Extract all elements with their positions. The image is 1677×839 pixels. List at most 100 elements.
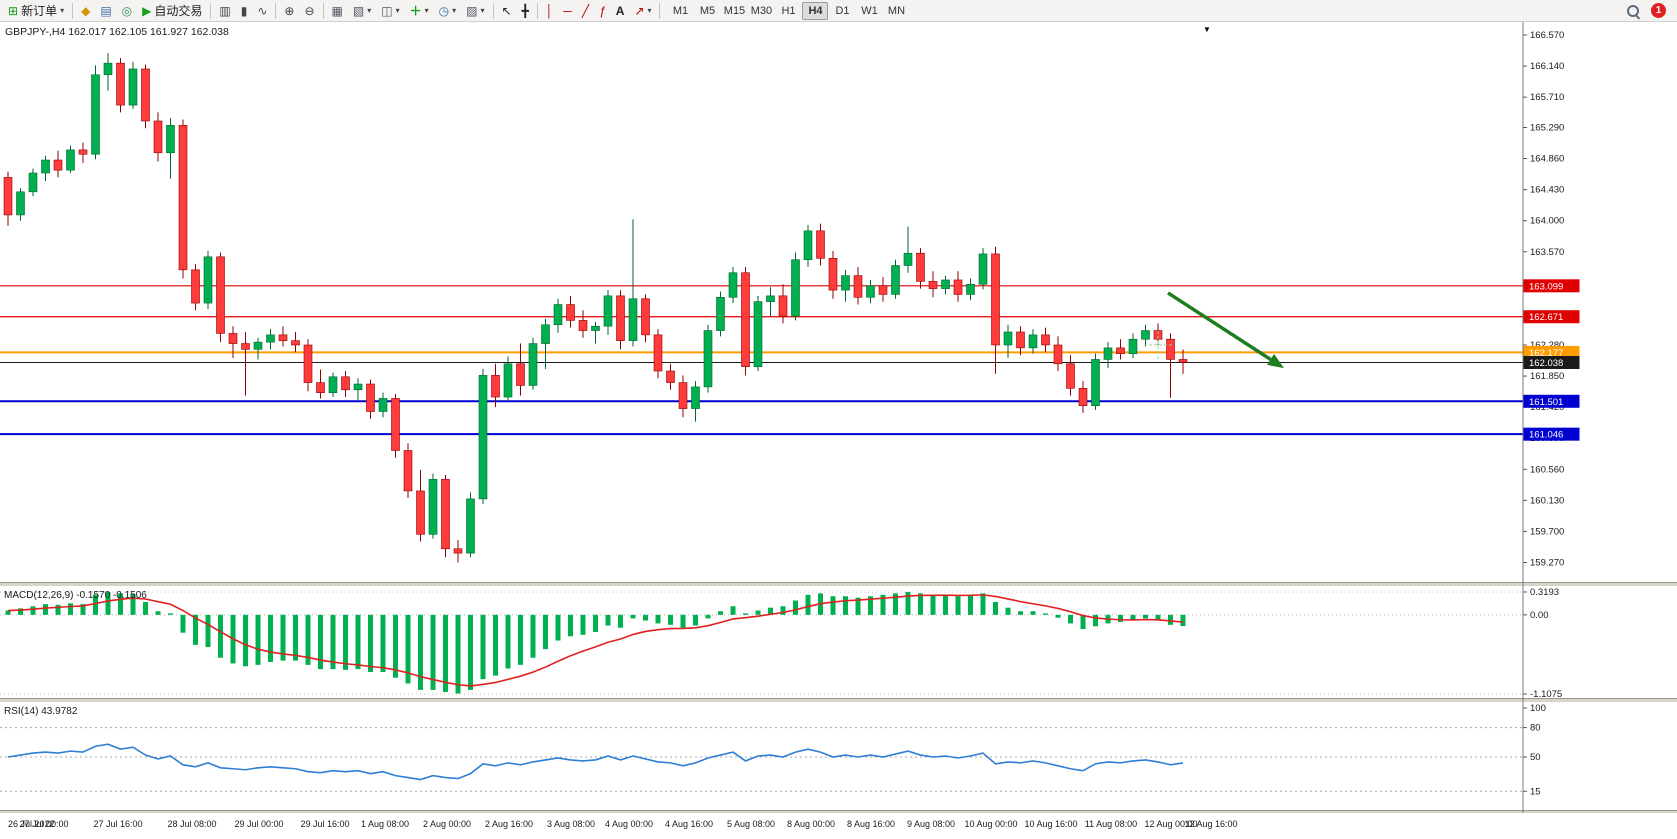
cascade-windows-icon: ▧ bbox=[352, 3, 365, 18]
zoom-in-button[interactable]: ⊕ bbox=[279, 1, 299, 21]
data-window-icon: ▤ bbox=[100, 3, 112, 18]
arrows-tool-button[interactable]: ↗ ▾ bbox=[629, 1, 656, 21]
arrange-windows-icon: ◫ bbox=[381, 3, 393, 18]
tile-windows-button[interactable]: ▦ bbox=[327, 1, 348, 21]
timeframe-d1-button[interactable]: D1 bbox=[829, 2, 855, 20]
auto-trading-button[interactable]: ▶ 自动交易 bbox=[137, 1, 207, 21]
market-watch-button[interactable]: ◆ bbox=[76, 1, 95, 21]
chevron-down-icon: ▾ bbox=[452, 6, 457, 15]
svg-text:80: 80 bbox=[1530, 723, 1541, 734]
main-chart-panel[interactable]: GBPJPY-,H4 162.017 162.105 161.927 162.0… bbox=[0, 25, 1523, 563]
trendline-icon: ╱ bbox=[581, 3, 590, 18]
vertical-line-button[interactable]: │ bbox=[541, 1, 559, 21]
chevron-down-icon: ▾ bbox=[60, 6, 65, 15]
price-badge: 162.038 bbox=[1523, 355, 1580, 369]
templates-icon: ▨ bbox=[466, 3, 478, 18]
timeframe-m1-button[interactable]: M1 bbox=[667, 2, 693, 20]
crosshair-button[interactable]: ╋ bbox=[517, 1, 534, 21]
add-indicator-icon: ＋ bbox=[409, 3, 422, 18]
toolbar-separator bbox=[492, 2, 494, 19]
rsi-panel[interactable]: RSI(14) 43.9782 bbox=[0, 706, 1523, 792]
svg-text:29 Jul 00:00: 29 Jul 00:00 bbox=[234, 819, 283, 829]
toolbar-separator bbox=[659, 2, 661, 19]
new-order-button[interactable]: ⊞ 新订单 ▾ bbox=[3, 1, 69, 21]
periods-button[interactable]: ◷ ▾ bbox=[434, 1, 462, 21]
price-scale[interactable]: 166.570 166.140 165.710 165.290 164.860 164.4… bbox=[1522, 22, 1580, 813]
navigator-button[interactable]: ◎ bbox=[117, 1, 137, 21]
horizontal-line-icon: ─ bbox=[563, 3, 572, 18]
trendline-button[interactable]: ╱ bbox=[577, 1, 594, 21]
timeframe-mn-button[interactable]: MN bbox=[883, 2, 909, 20]
panel-separator[interactable] bbox=[0, 582, 1677, 586]
candles-layer bbox=[3, 53, 1188, 563]
toolbar-separator bbox=[322, 2, 324, 19]
svg-text:27 Jul 00:00: 27 Jul 00:00 bbox=[19, 819, 68, 829]
svg-text:12 Aug 16:00: 12 Aug 16:00 bbox=[1184, 819, 1237, 829]
svg-text:3 Aug 08:00: 3 Aug 08:00 bbox=[547, 819, 595, 829]
panel-separator[interactable] bbox=[0, 810, 1677, 813]
timeframe-h4-button[interactable]: H4 bbox=[802, 1, 829, 20]
cursor-button[interactable]: ↖ bbox=[497, 1, 517, 21]
timeframe-m15-button[interactable]: M15 bbox=[721, 2, 747, 20]
price-badge: 163.099 bbox=[1523, 279, 1580, 293]
svg-text:165.290: 165.290 bbox=[1530, 122, 1564, 133]
toolbar-separator bbox=[210, 2, 212, 19]
timeframe-m30-button[interactable]: M30 bbox=[748, 2, 774, 20]
candle-chart-icon: ▮ bbox=[240, 3, 248, 18]
svg-text:50: 50 bbox=[1530, 752, 1541, 763]
horizontal-line-button[interactable]: ─ bbox=[558, 1, 577, 21]
timeframe-toolbar: M1 M5 M15 M30 H1 H4 D1 W1 MN bbox=[667, 1, 909, 20]
chevron-down-icon: ▾ bbox=[480, 6, 485, 15]
new-order-label: 新订单 bbox=[21, 4, 58, 18]
timeframe-w1-button[interactable]: W1 bbox=[856, 2, 882, 20]
cursor-icon: ↖ bbox=[501, 3, 512, 18]
svg-text:2 Aug 00:00: 2 Aug 00:00 bbox=[423, 819, 471, 829]
svg-text:166.570: 166.570 bbox=[1530, 30, 1564, 41]
scroll-end-marker[interactable]: ▼ bbox=[1203, 25, 1211, 34]
svg-text:15: 15 bbox=[1530, 786, 1541, 797]
svg-text:161.046: 161.046 bbox=[1529, 430, 1563, 441]
templates-button[interactable]: ▨ ▾ bbox=[461, 1, 489, 21]
text-tool-button[interactable]: A bbox=[611, 1, 630, 21]
svg-text:12 Aug 00:00: 12 Aug 00:00 bbox=[1144, 819, 1197, 829]
market-watch-icon: ◆ bbox=[81, 3, 91, 18]
svg-text:29 Jul 16:00: 29 Jul 16:00 bbox=[300, 819, 349, 829]
bar-chart-button[interactable]: ▥ bbox=[214, 1, 235, 21]
chart-canvas[interactable]: GBPJPY-,H4 162.017 162.105 161.927 162.0… bbox=[0, 22, 1677, 839]
svg-text:4 Aug 16:00: 4 Aug 16:00 bbox=[665, 819, 713, 829]
svg-text:8 Aug 00:00: 8 Aug 00:00 bbox=[787, 819, 835, 829]
arrow-annotation[interactable] bbox=[1167, 291, 1284, 369]
arrange-windows-button[interactable]: ◫ ▾ bbox=[376, 1, 404, 21]
bar-chart-icon: ▥ bbox=[219, 3, 231, 18]
svg-text:164.000: 164.000 bbox=[1530, 216, 1564, 227]
svg-text:26 Jul 2022: 26 Jul 2022 bbox=[8, 819, 55, 829]
candle-chart-button[interactable]: ▮ bbox=[236, 1, 253, 21]
timeframe-m5-button[interactable]: M5 bbox=[694, 2, 720, 20]
svg-text:162.671: 162.671 bbox=[1529, 312, 1563, 323]
price-badge: 162.177 bbox=[1523, 345, 1580, 359]
vertical-line-icon: │ bbox=[545, 3, 554, 18]
macd-panel[interactable]: MACD(12,26,9) -0.1570 -0.1506 bbox=[0, 590, 1523, 695]
cascade-windows-button[interactable]: ▧ ▾ bbox=[348, 1, 376, 21]
svg-text:164.430: 164.430 bbox=[1530, 185, 1564, 196]
zoom-in-icon: ⊕ bbox=[284, 3, 295, 18]
price-badge: 162.671 bbox=[1523, 310, 1580, 324]
data-window-button[interactable]: ▤ bbox=[95, 1, 116, 21]
svg-text:4 Aug 00:00: 4 Aug 00:00 bbox=[605, 819, 653, 829]
svg-text:10 Aug 16:00: 10 Aug 16:00 bbox=[1024, 819, 1077, 829]
panel-separator[interactable] bbox=[0, 698, 1677, 702]
notification-badge[interactable]: 1 bbox=[1651, 3, 1666, 18]
crosshair-icon: ╋ bbox=[521, 3, 529, 18]
svg-text:165.710: 165.710 bbox=[1530, 92, 1564, 103]
fibonacci-button[interactable]: ƒ bbox=[594, 1, 611, 21]
auto-trading-label: 自动交易 bbox=[154, 4, 203, 18]
macd-label: MACD(12,26,9) -0.1570 -0.1506 bbox=[4, 590, 147, 601]
add-indicator-button[interactable]: ＋ ▾ bbox=[405, 1, 434, 21]
line-chart-button[interactable]: ∿ bbox=[252, 1, 272, 21]
svg-text:9 Aug 08:00: 9 Aug 08:00 bbox=[907, 819, 955, 829]
zoom-out-button[interactable]: ⊖ bbox=[299, 1, 319, 21]
timeframe-h1-button[interactable]: H1 bbox=[775, 2, 801, 20]
svg-text:0.00: 0.00 bbox=[1530, 610, 1549, 621]
search-button[interactable] bbox=[1621, 1, 1645, 21]
